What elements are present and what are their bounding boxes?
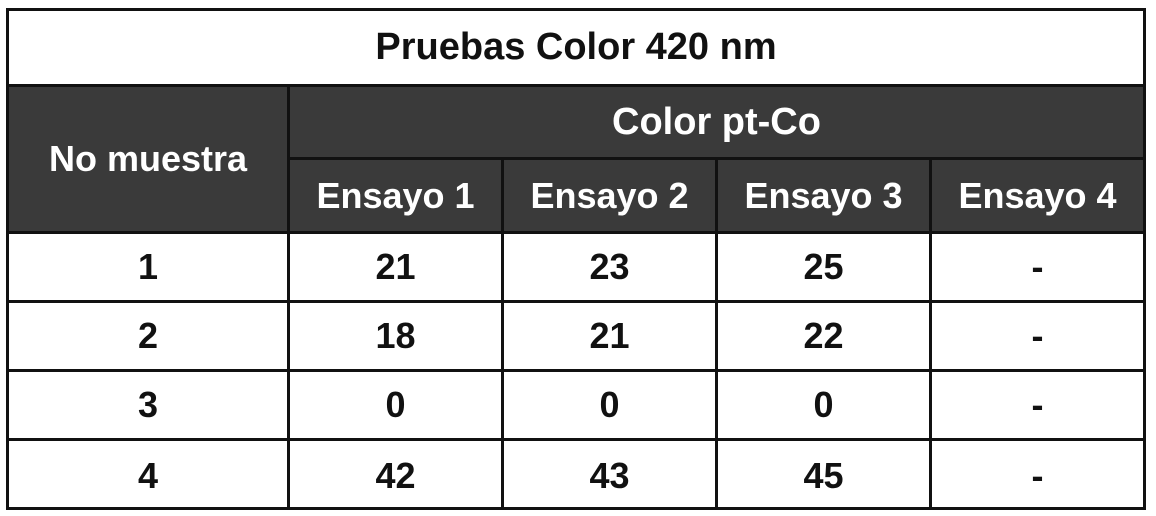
value-cell: 23 — [504, 234, 718, 300]
table-body: 1 21 23 25 - 2 18 21 22 - 3 0 0 0 - 4 42… — [9, 231, 1143, 510]
value-cell: 18 — [290, 303, 504, 369]
table-row: 1 21 23 25 - — [9, 234, 1143, 303]
table-row: 3 0 0 0 - — [9, 372, 1143, 441]
table-row: 2 18 21 22 - — [9, 303, 1143, 372]
color-group-header: Color pt-Co — [290, 87, 1143, 160]
value-cell: 42 — [290, 441, 504, 510]
sample-cell: 2 — [9, 303, 290, 369]
trial-3-header: Ensayo 3 — [718, 160, 932, 231]
sample-cell: 3 — [9, 372, 290, 438]
value-cell: 45 — [718, 441, 932, 510]
table-title: Pruebas Color 420 nm — [9, 11, 1143, 87]
value-cell: 21 — [290, 234, 504, 300]
trial-4-header: Ensayo 4 — [932, 160, 1143, 231]
value-cell: - — [1031, 454, 1044, 496]
value-cell: - — [1031, 246, 1044, 287]
sample-cell: 4 — [9, 441, 290, 510]
table-row: 4 42 43 45 - — [9, 441, 1143, 510]
value-cell: 0 — [290, 372, 504, 438]
value-cell: 0 — [504, 372, 718, 438]
data-table: Pruebas Color 420 nm No muestra Color pt… — [6, 8, 1146, 510]
value-cell: 0 — [718, 372, 932, 438]
sample-cell: 1 — [9, 234, 290, 300]
value-cell: 43 — [504, 441, 718, 510]
value-cell: - — [1031, 315, 1044, 356]
sample-number-header: No muestra — [9, 87, 290, 231]
value-cell: 21 — [504, 303, 718, 369]
trial-2-header: Ensayo 2 — [504, 160, 718, 231]
value-cell: 25 — [718, 234, 932, 300]
trial-1-header: Ensayo 1 — [290, 160, 504, 231]
value-cell: 22 — [718, 303, 932, 369]
value-cell: - — [1031, 384, 1044, 425]
